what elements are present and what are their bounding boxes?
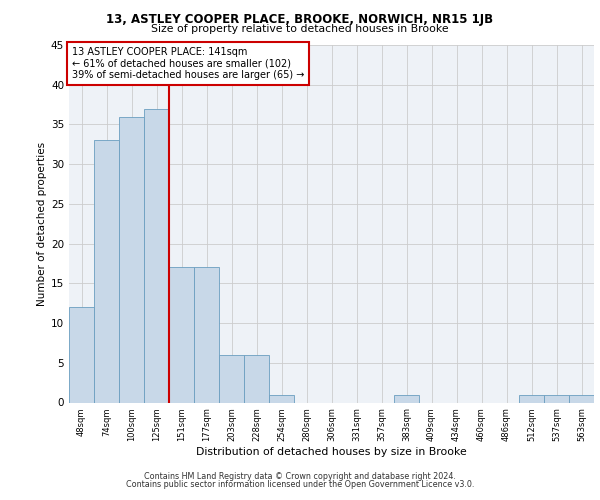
Text: Size of property relative to detached houses in Brooke: Size of property relative to detached ho… (151, 24, 449, 34)
Text: 13, ASTLEY COOPER PLACE, BROOKE, NORWICH, NR15 1JB: 13, ASTLEY COOPER PLACE, BROOKE, NORWICH… (106, 12, 494, 26)
Bar (394, 394, 419, 402)
Y-axis label: Number of detached properties: Number of detached properties (37, 142, 47, 306)
Bar (119, 116, 144, 403)
Bar (144, 108, 169, 403)
Text: Contains HM Land Registry data © Crown copyright and database right 2024.: Contains HM Land Registry data © Crown c… (144, 472, 456, 481)
Bar (194, 268, 219, 402)
Bar (544, 394, 569, 402)
Bar (269, 394, 294, 402)
Bar (169, 268, 194, 402)
Bar (69, 307, 94, 402)
Bar (519, 394, 544, 402)
Text: 13 ASTLEY COOPER PLACE: 141sqm
← 61% of detached houses are smaller (102)
39% of: 13 ASTLEY COOPER PLACE: 141sqm ← 61% of … (71, 47, 304, 80)
X-axis label: Distribution of detached houses by size in Brooke: Distribution of detached houses by size … (196, 447, 467, 457)
Bar (94, 140, 119, 402)
Bar (244, 355, 269, 403)
Bar (219, 355, 244, 403)
Bar (569, 394, 594, 402)
Text: Contains public sector information licensed under the Open Government Licence v3: Contains public sector information licen… (126, 480, 474, 489)
